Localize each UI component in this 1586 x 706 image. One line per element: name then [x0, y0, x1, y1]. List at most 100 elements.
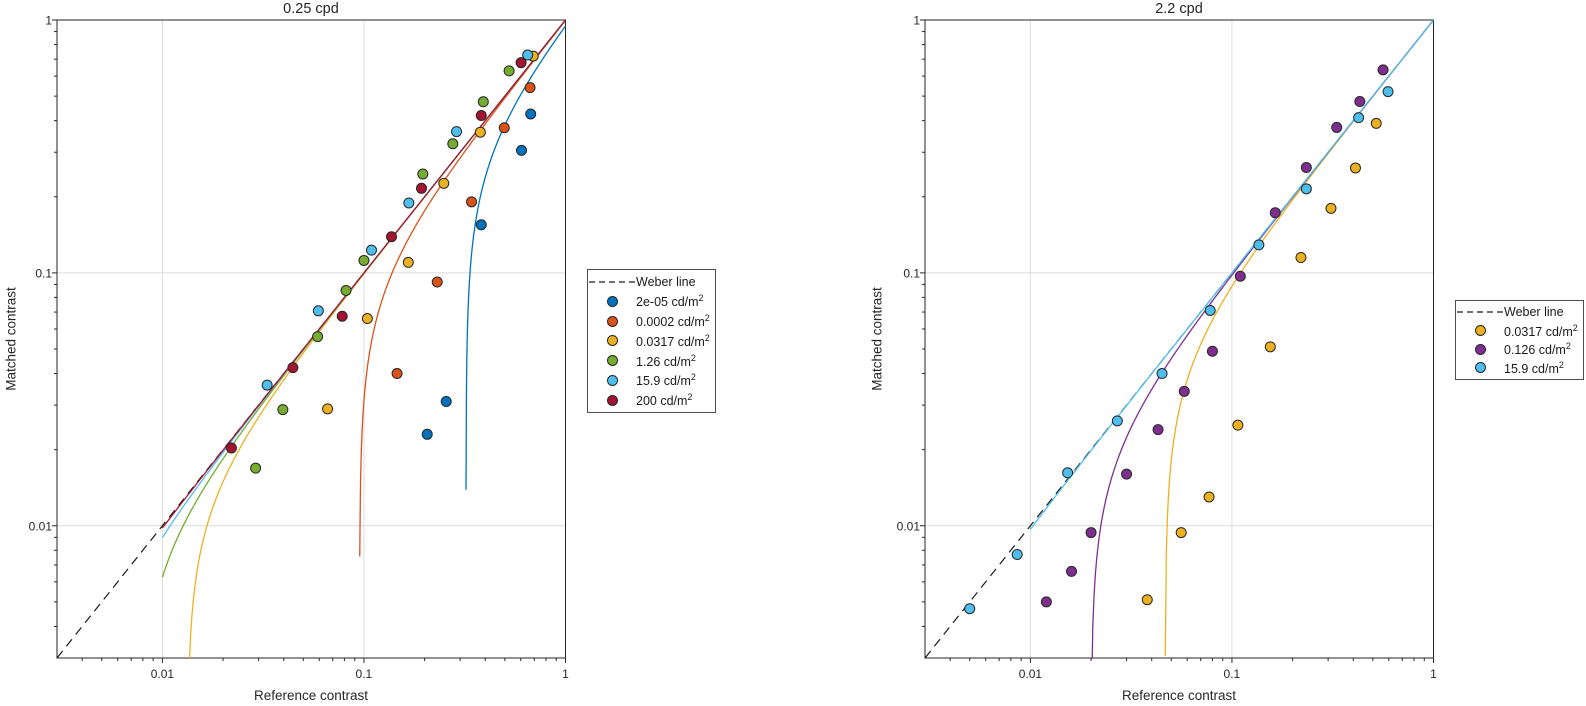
data-point: [516, 144, 528, 156]
panel-1: 0.01 0.1 1 1 0.1 0.01: [897, 14, 1438, 682]
data-point: [1178, 385, 1190, 397]
y-tick-label: 0.1: [903, 266, 920, 280]
legend-panel-1: Weber line 0.0317 cd/m2 0.126 cd/m2 15.9 cd…: [1455, 300, 1584, 380]
y-tick-label: 0.01: [897, 519, 921, 533]
data-point: [1300, 183, 1312, 195]
data-point: [1264, 341, 1276, 353]
data-point: [1370, 117, 1382, 129]
legend-entry-label: 1.26 cd/m2: [636, 352, 696, 369]
circle-marker-icon: [588, 315, 636, 328]
legend-entry: 0.0317 cd/m2: [588, 331, 715, 351]
dashed-line-icon: [588, 280, 636, 284]
data-point: [1175, 527, 1187, 539]
dashed-line-icon: [1456, 310, 1504, 314]
legend-entry: 0.0002 cd/m2: [588, 311, 715, 331]
x-tick-label: 0.01: [1019, 667, 1043, 681]
data-point: [340, 284, 352, 296]
model-curve: [188, 20, 566, 658]
data-point: [361, 313, 373, 325]
data-point: [1141, 594, 1153, 606]
data-point: [312, 305, 324, 317]
legend-entry: 2e-05 cd/m2: [588, 292, 715, 312]
legend-entry-label: 200 cd/m2: [636, 391, 693, 409]
data-point: [1354, 96, 1366, 108]
x-tick-label: 0.01: [151, 667, 175, 681]
data-point: [1234, 270, 1246, 282]
model-curve: [465, 25, 566, 490]
data-point: [358, 254, 370, 266]
legend-entry-label: Weber line: [636, 274, 696, 289]
data-point: [1011, 548, 1023, 560]
legend-entry-label: 2e-05 cd/m2: [636, 293, 704, 310]
data-point: [1325, 202, 1337, 214]
data-point: [1152, 424, 1164, 436]
data-point: [466, 196, 478, 208]
legend-panel-0: Weber line 2e-05 cd/m2 0.0002 cd/m2 0.0317 …: [587, 269, 716, 413]
model-curve: [161, 20, 566, 529]
circle-marker-icon: [588, 354, 636, 367]
y-tick-label: 1: [45, 14, 52, 28]
legend-entry: 15.9 cd/m2: [1456, 359, 1583, 378]
legend-entry: Weber line: [588, 272, 715, 292]
data-point: [1382, 86, 1394, 98]
data-point: [417, 168, 429, 180]
data-point: [1331, 121, 1343, 133]
y-axis-label-right: Matched contrast: [869, 287, 885, 391]
circle-marker-icon: [588, 394, 636, 407]
data-point: [524, 82, 536, 94]
circle-marker-icon: [1456, 324, 1504, 337]
data-point: [451, 126, 463, 138]
data-point: [1269, 207, 1281, 219]
x-tick-label: 1: [1430, 667, 1437, 681]
panel-title-left: 0.25 cpd: [283, 1, 339, 17]
panel-title-right: 2.2 cpd: [1155, 1, 1203, 17]
legend-entry: 0.126 cd/m2: [1456, 340, 1583, 359]
data-point: [312, 331, 324, 343]
circle-marker-icon: [1456, 343, 1504, 356]
data-point: [440, 396, 452, 408]
model-curve: [359, 20, 566, 557]
data-point: [1156, 368, 1168, 380]
data-point: [1206, 345, 1218, 357]
data-point: [365, 244, 377, 256]
data-point: [277, 404, 289, 416]
data-point: [475, 219, 487, 231]
legend-entry: 1.26 cd/m2: [588, 351, 715, 371]
data-point: [1300, 162, 1312, 174]
legend-entry-label: Weber line: [1504, 305, 1564, 320]
data-point: [250, 462, 262, 474]
y-tick-label: 1: [913, 14, 920, 28]
circle-marker-icon: [588, 374, 636, 387]
data-point: [1111, 415, 1123, 427]
axes-box: [56, 19, 566, 659]
data-point: [261, 379, 273, 391]
data-point: [403, 197, 415, 209]
legend-entry: 15.9 cd/m2: [588, 371, 715, 391]
data-point: [1232, 419, 1244, 431]
data-point: [1204, 305, 1216, 316]
legend-entry: 0.0317 cd/m2: [1456, 322, 1583, 341]
data-point: [1121, 468, 1133, 480]
data-point: [1066, 565, 1078, 577]
data-point: [402, 256, 414, 268]
x-tick-label: 1: [562, 667, 569, 681]
data-point: [391, 368, 403, 380]
data-point: [475, 110, 487, 122]
legend-entry-label: 15.9 cd/m2: [1504, 359, 1564, 376]
data-point: [421, 428, 433, 440]
legend-entry-label: 0.0317 cd/m2: [1504, 322, 1578, 339]
data-point: [322, 403, 334, 415]
data-point: [964, 603, 976, 615]
data-point: [1295, 252, 1307, 264]
data-point: [1203, 491, 1215, 503]
x-tick-label: 0.1: [356, 667, 373, 681]
y-axis-label-left: Matched contrast: [3, 287, 19, 391]
data-point: [386, 231, 397, 243]
data-point: [515, 57, 527, 69]
legend-entry: Weber line: [1456, 303, 1583, 322]
circle-marker-icon: [1456, 361, 1504, 374]
legend-entry-label: 0.126 cd/m2: [1504, 341, 1571, 358]
x-axis-label-left: Reference contrast: [253, 688, 369, 703]
data-point: [1349, 162, 1361, 174]
